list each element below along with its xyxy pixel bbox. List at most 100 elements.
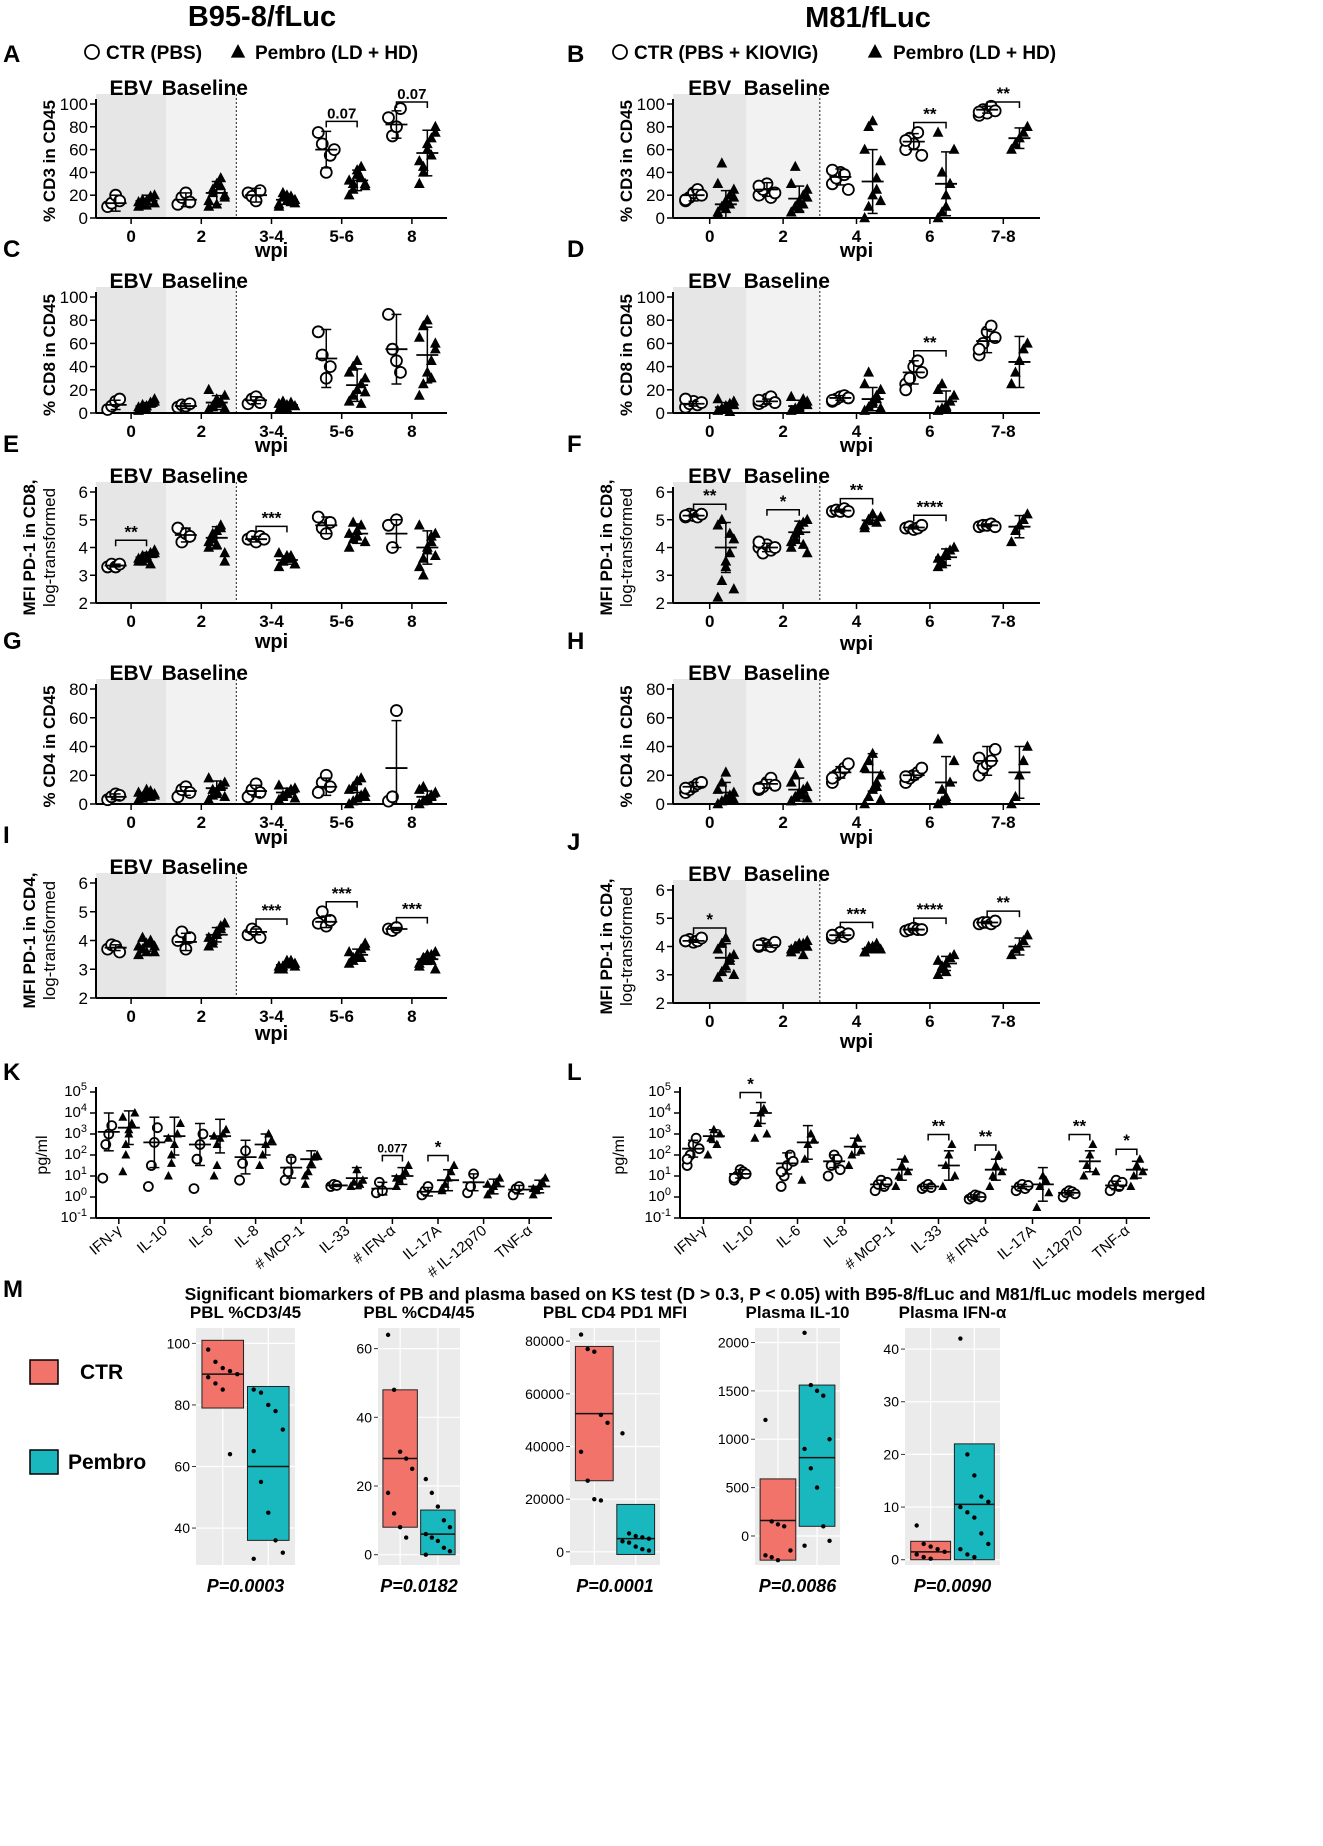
pembro-point xyxy=(203,931,215,942)
pembro-point xyxy=(716,965,728,977)
data-point xyxy=(808,1466,814,1471)
ctr-point xyxy=(915,148,929,162)
y-tick-label: 10-1 xyxy=(645,1207,671,1226)
x-tick-label: 3-4 xyxy=(259,612,284,631)
x-tick-label: 3-4 xyxy=(259,1007,284,1026)
y-tick-label: 60 xyxy=(356,1341,372,1357)
sig-bracket xyxy=(913,350,947,357)
x-tick-label: 8 xyxy=(407,227,416,246)
sig-bracket xyxy=(913,514,947,522)
data-point xyxy=(775,1522,781,1527)
pembro-point xyxy=(149,547,160,558)
pembro-point xyxy=(801,513,813,524)
y-axis-label: % CD8 in CD45 xyxy=(40,294,59,416)
y-tick-label: 0 xyxy=(556,1544,564,1560)
pembro-point xyxy=(207,527,219,538)
pembro-point xyxy=(425,132,437,143)
pembro-point xyxy=(221,1124,231,1134)
ctr-box xyxy=(759,1478,797,1561)
pembro-point xyxy=(1006,378,1017,389)
pembro-point xyxy=(429,946,441,957)
data-point xyxy=(802,1330,807,1336)
ebv-label: EBV xyxy=(110,662,153,685)
pembro-point xyxy=(1022,929,1033,940)
pembro-point xyxy=(203,383,215,394)
panel-L: L 10-1 100 101 102 103 104 105 IFN-γ IL-10 IL-6 IL-… xyxy=(567,1059,1150,1273)
y-tick-label: 6 xyxy=(656,483,665,502)
panel-letter: H xyxy=(567,628,584,655)
y-tick-label: 40 xyxy=(883,1341,899,1357)
data-point xyxy=(258,1390,264,1395)
y-tick-label: 3 xyxy=(79,960,88,979)
y-tick-label: 100 xyxy=(637,288,665,307)
y-axis-label: MFI PD-1 in CD8, xyxy=(597,479,616,615)
pembro-point xyxy=(118,1166,128,1176)
y-tick-label: 40 xyxy=(174,1520,190,1536)
pembro-point xyxy=(1079,1171,1089,1180)
pembro-point xyxy=(212,1160,222,1169)
pembro-point xyxy=(875,510,887,522)
data-point xyxy=(423,1552,429,1557)
y-tick-label: 80 xyxy=(174,1397,190,1413)
pembro-point xyxy=(429,337,441,348)
pembro-point xyxy=(209,1171,219,1180)
pembro-point xyxy=(425,535,437,547)
data-point xyxy=(403,1535,409,1540)
pembro-point xyxy=(425,149,437,160)
pembro-point xyxy=(863,754,875,766)
data-point xyxy=(409,1466,415,1472)
data-point xyxy=(251,1448,256,1454)
y-tick-label: 500 xyxy=(726,1480,750,1496)
pembro-point xyxy=(347,954,359,965)
x-tick-label: 2 xyxy=(778,813,787,832)
data-point xyxy=(423,1531,429,1537)
x-tick-label: 5-6 xyxy=(329,813,354,832)
y-tick-label: 40 xyxy=(646,163,665,182)
pembro-point xyxy=(932,212,944,223)
y-tick-label: 40 xyxy=(69,358,88,377)
pembro-point xyxy=(863,790,875,802)
data-point xyxy=(213,1381,218,1386)
pembro-point xyxy=(1022,508,1033,519)
data-point xyxy=(620,1431,625,1436)
pembro-point xyxy=(219,790,231,802)
p-value: P=0.0182 xyxy=(380,1576,458,1596)
pembro-point xyxy=(789,160,801,171)
legend-ctr-swatch xyxy=(29,1359,59,1385)
ctr-point xyxy=(972,342,986,356)
pembro-point xyxy=(801,934,813,946)
sig-label: ** xyxy=(703,486,717,505)
ebv-label: EBV xyxy=(688,465,731,488)
x-tick-label: 4 xyxy=(852,813,862,832)
panel-J: J EBV Baseline 2 3 4 5 6 0 2 4 6 7-8 wpi MFI PD-1 in C… xyxy=(567,829,1040,1053)
data-point xyxy=(821,1393,826,1398)
x-tick-label: 8 xyxy=(407,612,416,631)
baseline-label: Baseline xyxy=(744,270,830,293)
sig-bracket xyxy=(913,917,947,925)
y-tick-label: 5 xyxy=(656,909,665,928)
x-tick-label: 2 xyxy=(778,227,787,246)
y-tick-label: 5 xyxy=(79,511,88,530)
pembro-point xyxy=(429,549,441,561)
ctr-point xyxy=(972,751,986,765)
ctr-point xyxy=(899,134,913,147)
pembro-point xyxy=(449,1160,459,1169)
pembro-point xyxy=(863,366,875,377)
pembro-point xyxy=(133,948,144,960)
data-point xyxy=(958,1547,963,1552)
pembro-point xyxy=(343,395,355,406)
sig-bracket xyxy=(1115,1148,1138,1156)
data-point xyxy=(827,1437,832,1442)
y-tick-label: 100 xyxy=(648,1186,671,1205)
ebv-label: EBV xyxy=(110,856,153,879)
panel-letter: J xyxy=(567,829,580,856)
data-point xyxy=(220,1365,225,1371)
data-point xyxy=(227,1368,233,1374)
y-tick-label: 20 xyxy=(883,1446,899,1462)
data-point xyxy=(447,1549,453,1554)
ctr-point xyxy=(315,905,329,919)
y-tick-label: 0 xyxy=(741,1528,749,1544)
data-point xyxy=(763,1553,768,1558)
y-axis-label: MFI PD-1 in CD4, xyxy=(20,872,39,1008)
pembro-point xyxy=(1006,798,1017,809)
